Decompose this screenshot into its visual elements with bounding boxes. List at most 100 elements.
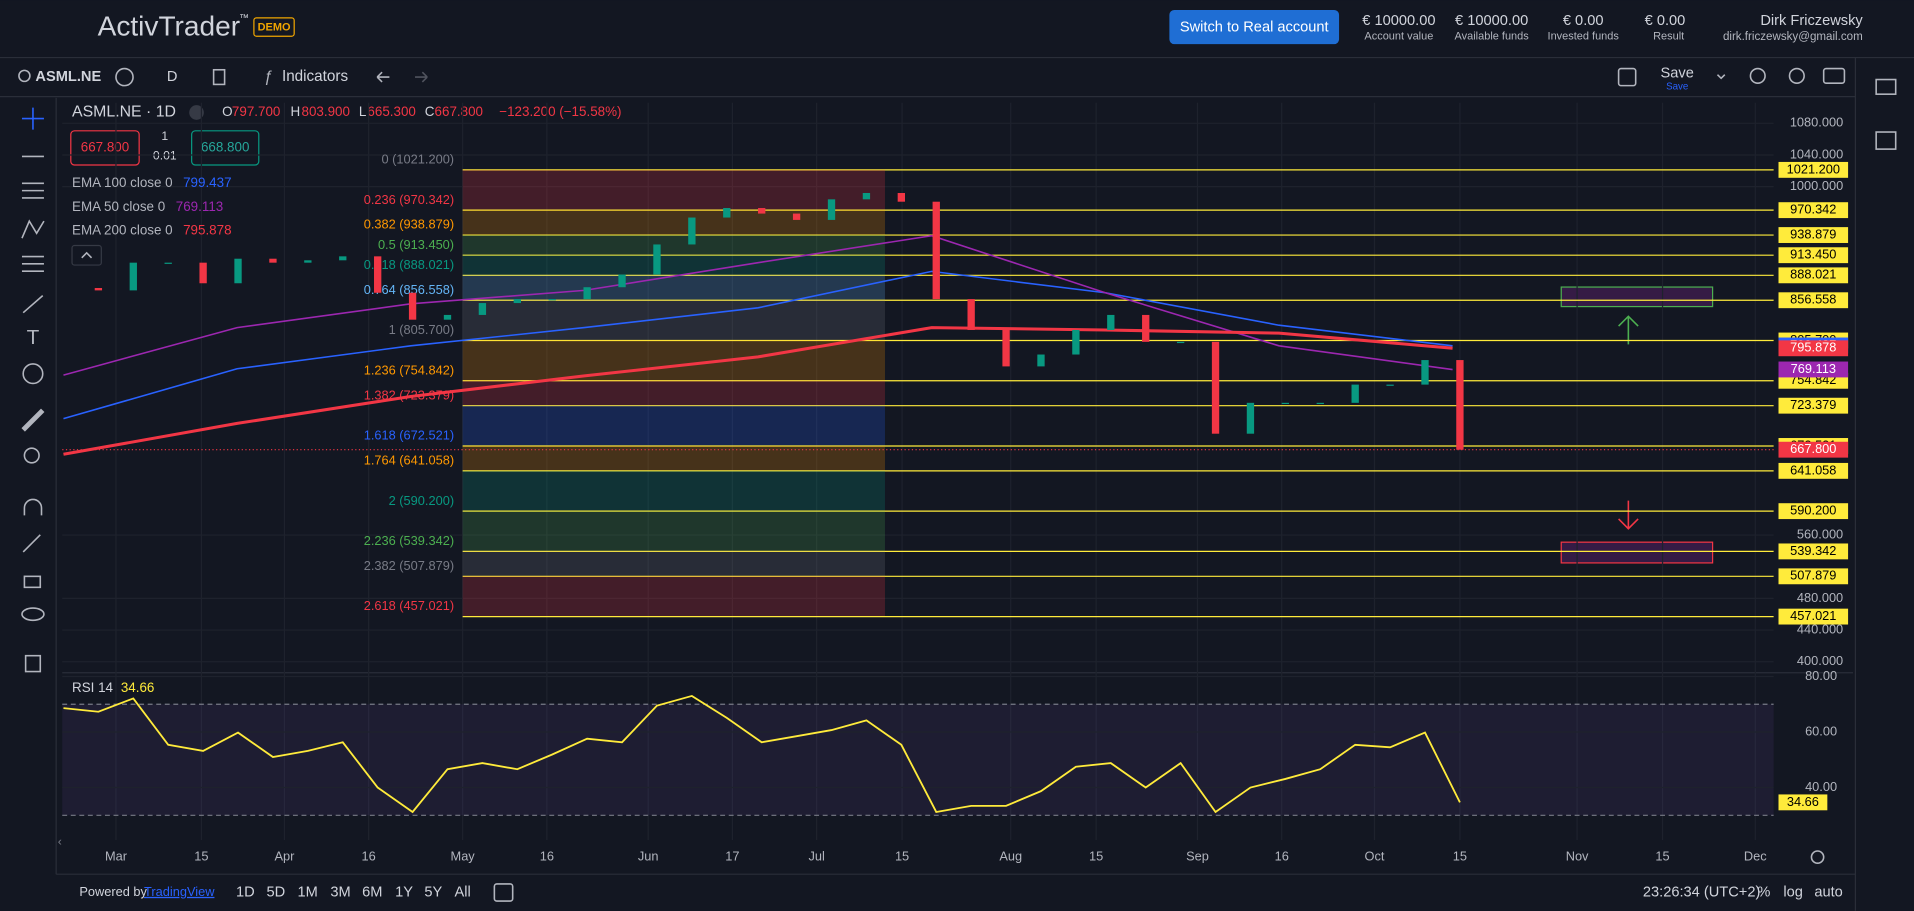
date-range-icon[interactable]	[493, 883, 514, 902]
candle	[792, 213, 801, 220]
bid[interactable]: 667.800	[81, 139, 129, 154]
range-button[interactable]: 1M	[297, 884, 317, 900]
trash-tool[interactable]	[24, 654, 42, 673]
logo-mark: ™	[239, 13, 249, 24]
fib-band	[462, 169, 885, 211]
zoom-tool[interactable]	[23, 447, 40, 464]
candle	[408, 292, 417, 320]
y-tick-label: 400.000	[1797, 653, 1843, 668]
candle	[897, 192, 905, 202]
switch-label[interactable]: Switch to Real account	[1180, 20, 1329, 36]
range-button[interactable]: 3M	[330, 884, 350, 900]
candle	[1316, 402, 1324, 405]
chart-area: ASML.NE · 1D O 797.700 H 803.900 L 665.3…	[56, 102, 1856, 875]
time-label: Oct	[1365, 848, 1385, 863]
brush-tool[interactable]	[22, 294, 44, 314]
magnet-tool[interactable]	[23, 498, 43, 516]
range-button[interactable]: 5D	[267, 884, 286, 900]
channel-tool[interactable]	[21, 182, 44, 199]
axis-settings[interactable]	[1810, 850, 1825, 864]
candle	[94, 288, 103, 291]
draw-mode[interactable]	[22, 534, 41, 553]
sell-box[interactable]	[70, 130, 140, 166]
price-tag-label: 1021.200	[1787, 161, 1840, 176]
symbol[interactable]: ASML.NE	[35, 69, 101, 85]
symbol-label: ASML.NE · 1D	[72, 104, 176, 121]
cross-tool[interactable]	[21, 107, 44, 130]
fib-label: 0.382 (938.879)	[364, 217, 454, 232]
time-label: Sep	[1186, 848, 1209, 863]
candle	[1037, 354, 1045, 367]
interval[interactable]: D	[167, 69, 178, 85]
settings-icon[interactable]	[1788, 67, 1805, 84]
ask[interactable]: 668.800	[201, 139, 249, 154]
fib-band	[462, 551, 885, 577]
alert-icon[interactable]	[1749, 67, 1766, 84]
range-button[interactable]: 1Y	[395, 884, 413, 900]
emoji-tool[interactable]	[22, 363, 44, 385]
range-button[interactable]: 5Y	[424, 884, 442, 900]
undo-icon[interactable]	[376, 71, 390, 83]
candle	[513, 299, 521, 304]
camera-icon[interactable]	[1822, 67, 1846, 84]
logo: ActivTrader	[98, 11, 240, 42]
legend-toggle[interactable]	[71, 244, 102, 266]
log-toggle[interactable]: log	[1783, 884, 1803, 900]
auto-toggle[interactable]: auto	[1814, 884, 1842, 900]
candle	[688, 217, 696, 245]
pattern-tool[interactable]	[21, 219, 45, 239]
ohlc-value: 665.300	[367, 104, 415, 119]
legend-toggle-icon[interactable]	[81, 251, 93, 259]
messages-icon[interactable]	[1875, 78, 1897, 95]
switch-button[interactable]	[1169, 9, 1340, 45]
indicators-icon[interactable]: ƒ	[264, 68, 273, 85]
indicators[interactable]: Indicators	[282, 68, 348, 85]
right-sidebar	[1854, 57, 1897, 911]
stat-label: Result	[1653, 31, 1684, 43]
price-tag-label: 641.058	[1790, 462, 1836, 477]
fib-tool[interactable]	[21, 255, 44, 272]
save-menu[interactable]	[1716, 74, 1726, 80]
ruler-tool[interactable]	[21, 408, 45, 432]
lock-tool[interactable]	[23, 575, 42, 589]
chart-type-icon[interactable]	[212, 68, 226, 86]
user-name[interactable]: Dirk Friczewsky	[1760, 13, 1863, 29]
candle	[827, 199, 836, 220]
ema-value: 799.437	[183, 175, 231, 190]
price-tag	[1778, 503, 1849, 520]
text-tool[interactable]: T	[27, 326, 40, 349]
price-tag	[1778, 202, 1849, 219]
time-label: Nov	[1566, 848, 1589, 863]
buy-box[interactable]	[191, 130, 260, 166]
range-button[interactable]: All	[454, 884, 470, 900]
stat-value: € 0.00	[1645, 13, 1686, 29]
layout-icon[interactable]	[1617, 67, 1637, 87]
scroll-left[interactable]: ‹	[58, 835, 62, 849]
stat-value: € 0.00	[1563, 13, 1604, 29]
stat-value: € 10000.00	[1362, 13, 1435, 29]
range-button[interactable]: 1D	[236, 884, 255, 900]
percent-toggle[interactable]: %	[1757, 884, 1770, 900]
fib-band	[462, 576, 885, 617]
candle	[653, 244, 661, 275]
add-icon[interactable]	[115, 67, 134, 87]
plot-layer	[62, 102, 1774, 841]
price-tag-label: 507.879	[1790, 568, 1836, 583]
collapse-button[interactable]	[189, 105, 204, 120]
candle	[1176, 341, 1185, 344]
fib-label: 0.618 (888.021)	[364, 257, 454, 272]
time-label: Jun	[638, 848, 659, 863]
candle	[1386, 384, 1394, 386]
fib-label: 2.382 (507.879)	[364, 558, 454, 573]
ema-name: EMA 200 close 0	[72, 222, 173, 237]
news-icon[interactable]	[1875, 131, 1897, 150]
price-tag-label: 723.379	[1790, 397, 1836, 412]
search-icon[interactable]	[18, 69, 31, 83]
range-button[interactable]: 6M	[362, 884, 382, 900]
save[interactable]: Save	[1661, 65, 1694, 81]
candle	[932, 201, 940, 300]
price-tag	[1778, 543, 1849, 560]
visibility-tool[interactable]	[21, 607, 45, 622]
tradingview-link[interactable]: TradingView	[144, 884, 215, 899]
